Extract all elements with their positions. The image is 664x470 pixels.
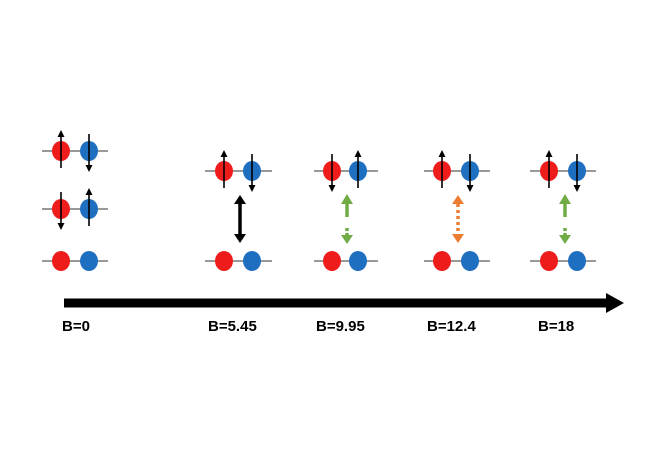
- spin-up-head-red-c4-l0: [545, 150, 553, 157]
- blue-particle-c1-l1: [243, 251, 261, 271]
- transition-head-up-c4: [559, 194, 571, 204]
- field-axis: [64, 293, 624, 313]
- blue-particle-c4-l1: [568, 251, 586, 271]
- label-b124: B=12.4: [427, 318, 476, 335]
- blue-particle-c0-l2: [80, 251, 98, 271]
- spin-down-head-blue-c4-l0: [573, 185, 581, 192]
- transition-head-up-c3: [452, 195, 464, 204]
- spin-down-head-red-c0-l1: [57, 223, 65, 230]
- spin-up-head-red-c0-l0: [57, 130, 65, 137]
- transition-head-down-c4: [559, 235, 571, 244]
- blue-particle-c2-l1: [349, 251, 367, 271]
- transition-head-down-c1: [234, 234, 246, 243]
- transition-head-down-c2: [341, 235, 353, 244]
- spin-up-head-blue-c2-l0: [354, 150, 362, 157]
- transition-head-down-c3: [452, 234, 464, 243]
- transitions-layer: [234, 194, 571, 244]
- field-axis-arrowhead: [606, 293, 624, 313]
- red-particle-c0-l2: [52, 251, 70, 271]
- red-particle-c3-l1: [433, 251, 451, 271]
- spin-down-head-blue-c3-l0: [466, 185, 474, 192]
- red-particle-c4-l1: [540, 251, 558, 271]
- label-b545: B=5.45: [208, 318, 257, 335]
- red-particle-c2-l1: [323, 251, 341, 271]
- red-particle-c1-l1: [215, 251, 233, 271]
- blue-particle-c3-l1: [461, 251, 479, 271]
- spin-up-head-blue-c0-l1: [85, 188, 93, 195]
- label-b0: B=0: [62, 318, 90, 335]
- label-b995: B=9.95: [316, 318, 365, 335]
- transition-head-up-c2: [341, 194, 353, 204]
- transition-head-up-c1: [234, 195, 246, 204]
- spin-up-head-red-c1-l0: [220, 150, 228, 157]
- energy-levels-layer: [42, 130, 596, 271]
- spin-down-head-blue-c1-l0: [248, 185, 256, 192]
- label-b18: B=18: [538, 318, 575, 335]
- spin-down-head-blue-c0-l0: [85, 165, 93, 172]
- spin-down-head-red-c2-l0: [328, 185, 336, 192]
- spin-up-head-red-c3-l0: [438, 150, 446, 157]
